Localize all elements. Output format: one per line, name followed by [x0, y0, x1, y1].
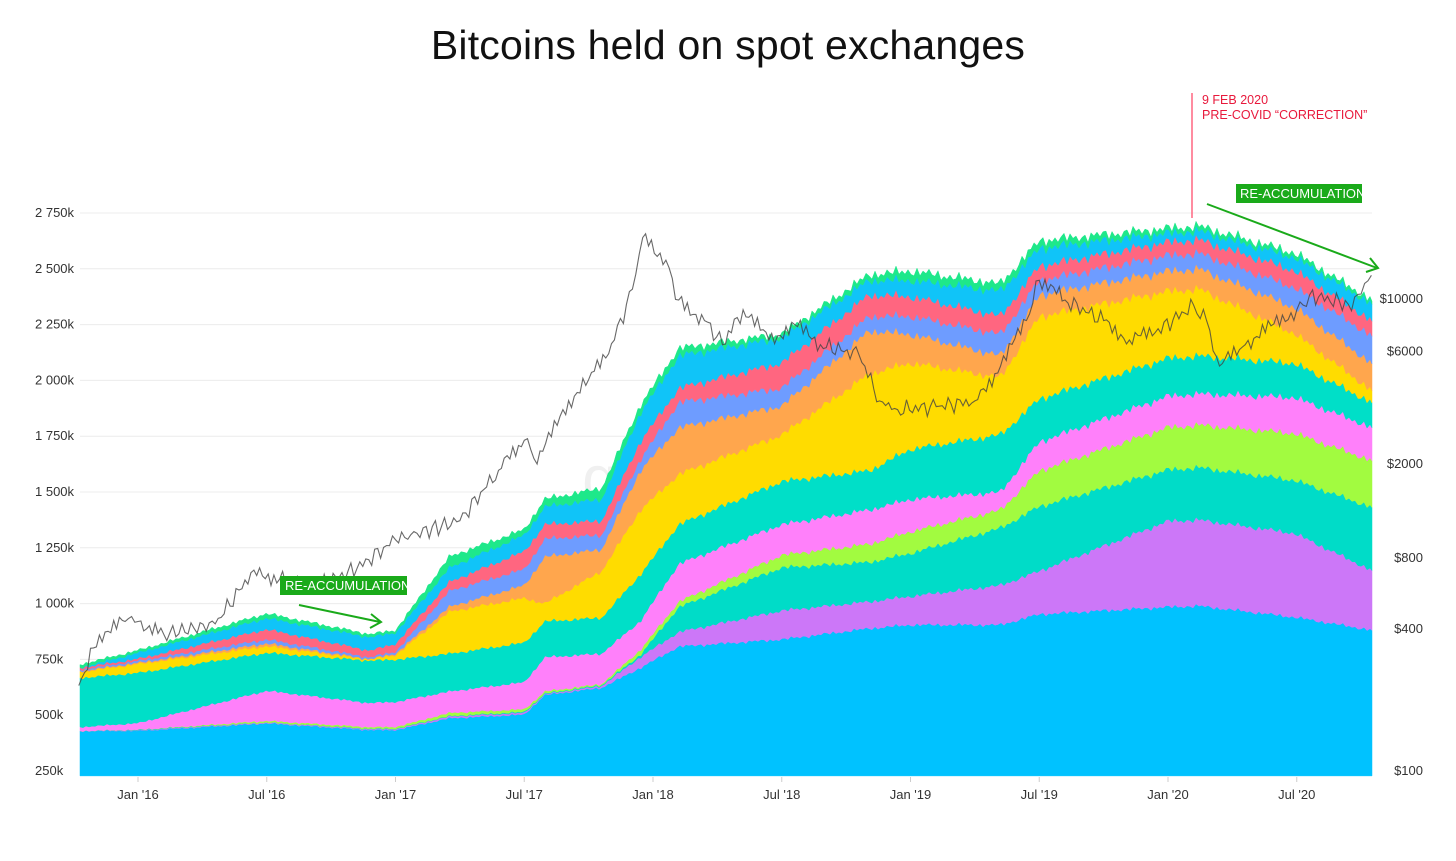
x-tick-label: Jan '20 — [1147, 787, 1189, 802]
x-tick-label: Jul '20 — [1278, 787, 1315, 802]
y-axis-right: $100 $400 $800 $2000 $6000 $10000 — [1380, 291, 1423, 778]
x-tick-label: Jul '17 — [506, 787, 543, 802]
y2-tick-label: $800 — [1394, 550, 1423, 565]
y2-tick-label: $100 — [1394, 763, 1423, 778]
y-tick-label: 1 500k — [35, 484, 75, 499]
x-axis: Jan '16 Jul '16 Jan '17 Jul '17 Jan '18 Jul '… — [117, 777, 1315, 802]
y-tick-label: 2 750k — [35, 205, 75, 220]
arrow-icon — [298, 604, 383, 629]
arrow-icon — [1206, 203, 1380, 273]
y-tick-label: 1 250k — [35, 540, 75, 555]
y2-tick-label: $6000 — [1387, 343, 1423, 358]
y-tick-label: 500k — [35, 707, 64, 722]
reaccumulation-label-box-1 — [280, 576, 407, 595]
stacked-areas — [79, 220, 1373, 777]
y-tick-label: 2 250k — [35, 317, 75, 332]
reaccumulation-label-2: RE-ACCUMULATION — [1240, 186, 1365, 201]
x-tick-label: Jan '16 — [117, 787, 159, 802]
reaccumulation-label-box-2 — [1236, 184, 1362, 203]
x-tick-label: Jan '17 — [375, 787, 417, 802]
y2-tick-label: $2000 — [1387, 456, 1423, 471]
y-axis-left: 250k 500k 750k 1 000k 1 250k 1 500k 1 750k 2 00… — [35, 205, 75, 778]
x-tick-label: Jan '19 — [890, 787, 932, 802]
y-tick-label: 2 000k — [35, 372, 75, 387]
event-date: 9 FEB 2020 — [1202, 93, 1268, 107]
y2-tick-label: $10000 — [1380, 291, 1423, 306]
y2-tick-label: $400 — [1394, 621, 1423, 636]
x-tick-label: Jul '19 — [1021, 787, 1058, 802]
chart-title: Bitcoins held on spot exchanges — [430, 22, 1026, 68]
y-tick-label: 2 500k — [35, 261, 75, 276]
y-tick-label: 1 000k — [35, 596, 75, 611]
x-tick-label: Jul '16 — [248, 787, 285, 802]
y-tick-label: 1 750k — [35, 428, 75, 443]
reaccumulation-label-1: RE-ACCUMULATION — [285, 578, 410, 593]
event-text: PRE-COVID “CORRECTION” — [1202, 108, 1367, 122]
x-tick-label: Jan '18 — [632, 787, 674, 802]
x-tick-label: Jul '18 — [763, 787, 800, 802]
y-tick-label: 750k — [35, 651, 64, 666]
area-band-12 — [79, 220, 1373, 669]
y-tick-label: 250k — [35, 763, 64, 778]
